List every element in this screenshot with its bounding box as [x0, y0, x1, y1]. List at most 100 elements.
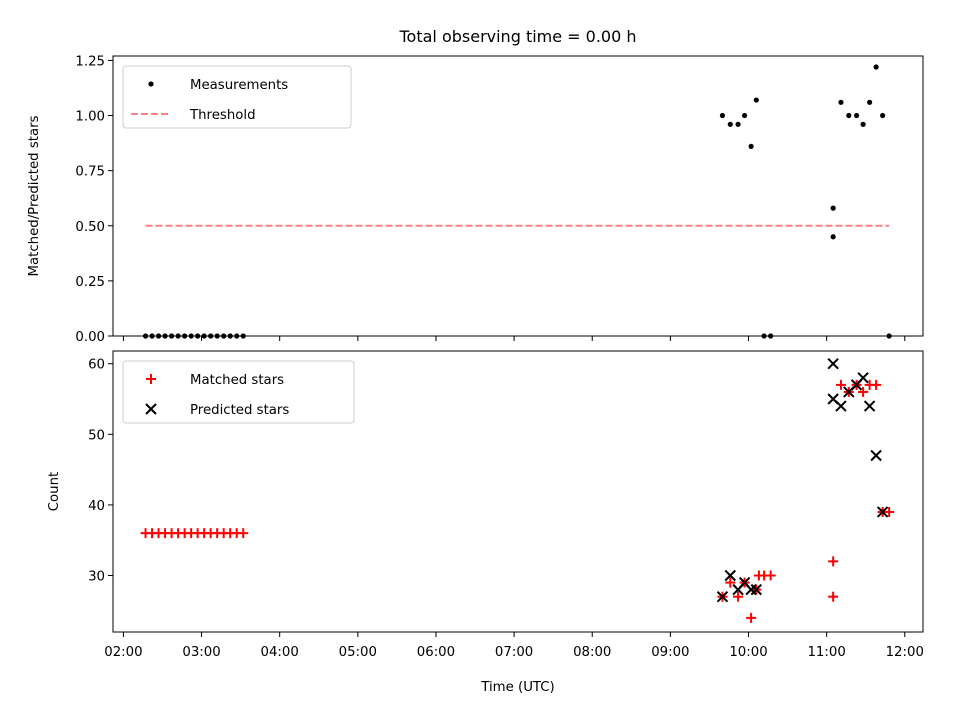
measurementspoint: [761, 333, 767, 339]
predicted-starspoint: [827, 358, 839, 370]
chart-title: Total observing time = 0.00 h: [398, 27, 636, 46]
measurementspoint: [748, 143, 754, 149]
x-tick-label: 08:00: [573, 645, 611, 660]
x-tick-label: 05:00: [339, 645, 377, 660]
predicted-starspoint-b: [750, 583, 763, 596]
predicted-starspoint: [870, 449, 882, 462]
predicted-starspoint-b: [835, 400, 847, 412]
predicted-starspoint: [745, 583, 757, 596]
ratio-legend-measurementslabel: Measurements: [190, 78, 288, 93]
ratio-legend-thresholdlabel: Threshold: [189, 108, 256, 123]
predicted-starspoint-b: [857, 372, 869, 384]
panel-count: 30 40 50 60 02:00 03:00 04:00 05:00 06:00 07:00 08…: [47, 350, 924, 660]
matched-starspoint: [871, 379, 882, 390]
matched-starspoint: [835, 379, 846, 390]
count-y-tick-label: 50: [88, 428, 105, 443]
matched-starspoint: [828, 591, 839, 602]
measurementspoint: [214, 333, 220, 339]
measurementspoint: [188, 333, 194, 339]
matched-starspoint: [725, 577, 736, 588]
ratio-legend-measurementsmarker: [148, 81, 154, 87]
measurementspoint: [727, 121, 733, 127]
count-legend-box: [122, 360, 355, 424]
measurementspoint: [719, 112, 726, 119]
predicted-starspoint-b: [738, 576, 751, 589]
count-y-tick-label: 60: [88, 358, 105, 373]
measurementspoint: [162, 333, 168, 339]
matched-starspoint: [733, 591, 744, 602]
measurementspoint: [195, 333, 201, 339]
count-legend-matched-starsmarker: [146, 374, 156, 384]
measurementspoint: [227, 333, 233, 339]
predicted-starspoint-b: [876, 506, 889, 518]
x-tick-label: 02:00: [104, 645, 142, 660]
ratio-axes-frame: [112, 55, 924, 337]
predicted-starspoint: [750, 583, 763, 596]
predicted-starspoint-b: [863, 400, 876, 412]
matched-starspoint: [746, 612, 757, 623]
measurementspoint: [873, 64, 879, 70]
ratio-y-tick-label: 0.00: [75, 330, 105, 345]
matched-starspoint: [238, 528, 249, 539]
measurementspoint: [149, 333, 155, 339]
predicted-starspoint: [863, 400, 876, 412]
x-axis-label: Time (UTC): [480, 680, 555, 695]
measurementspoint: [234, 333, 240, 339]
x-tick-label: 12:00: [886, 645, 924, 660]
measurementspoint: [221, 333, 227, 339]
x-tick-label: 10:00: [729, 645, 767, 660]
predicted-starspoint: [835, 400, 847, 412]
x-tick-label: 07:00: [495, 645, 533, 660]
measurementspoint: [880, 112, 886, 119]
predicted-starspoint-b: [745, 583, 757, 596]
ratio-y-tick-label: 1.00: [75, 110, 105, 125]
count-axes-frame: [112, 350, 924, 633]
count-legend-predicted-starsmarker: [145, 403, 157, 415]
ratio-y-tick-label: 1.25: [75, 54, 105, 69]
measurementspoint: [768, 333, 774, 339]
predicted-starspoint: [724, 569, 736, 582]
measurementspoint: [735, 121, 741, 127]
predicted-starspoint-b: [827, 393, 839, 405]
measurementspoint: [846, 112, 852, 119]
matched-starspoint: [828, 556, 839, 567]
ratio-legend-box: [122, 65, 352, 129]
panel-ratio: 0.00 0.25 0.50 0.75 1.00 1.25 Matched/Predicte…: [27, 54, 924, 345]
matched-starspoint: [884, 506, 895, 517]
x-tick-label: 03:00: [182, 645, 220, 660]
count-y-tick-label: 30: [88, 570, 105, 585]
count-legend-predicted-starsmarker-b: [145, 403, 157, 415]
ratio-y-axis-label: Matched/Predicted stars: [27, 115, 42, 276]
count-legend-matched-starslabel: Matched stars: [190, 373, 284, 388]
predicted-starspoint: [876, 506, 889, 518]
measurementspoint: [753, 97, 759, 103]
measurementspoint: [182, 333, 188, 339]
measurementspoint: [867, 99, 873, 105]
measurementspoint: [208, 333, 214, 339]
predicted-starspoint-b: [870, 449, 882, 462]
predicted-starspoint: [857, 372, 869, 384]
measurementspoint: [838, 99, 844, 105]
predicted-starspoint-b: [716, 590, 729, 603]
measurementspoint: [175, 333, 181, 339]
ratio-y-tick-label: 0.50: [75, 220, 105, 235]
measurementspoint: [142, 333, 149, 339]
predicted-starspoint-b: [827, 358, 839, 370]
x-tick-label: 09:00: [651, 645, 689, 660]
count-y-tick-label: 40: [88, 499, 105, 514]
measurementspoint: [741, 112, 748, 119]
ratio-y-tick-label: 0.25: [75, 275, 105, 290]
x-tick-label: 04:00: [261, 645, 299, 660]
measurementspoint: [830, 205, 836, 211]
count-legend-predicted-starslabel: Predicted stars: [190, 403, 289, 418]
measurementspoint: [886, 333, 892, 339]
measurementspoint: [240, 333, 246, 339]
measurementspoint: [201, 333, 207, 339]
measurementspoint: [169, 333, 175, 339]
matched-starspoint: [765, 570, 776, 581]
predicted-starspoint-b: [724, 569, 736, 582]
x-tick-label: 11:00: [807, 645, 845, 660]
ratio-y-tick-label: 0.75: [75, 165, 105, 180]
x-tick-label: 06:00: [417, 645, 455, 660]
